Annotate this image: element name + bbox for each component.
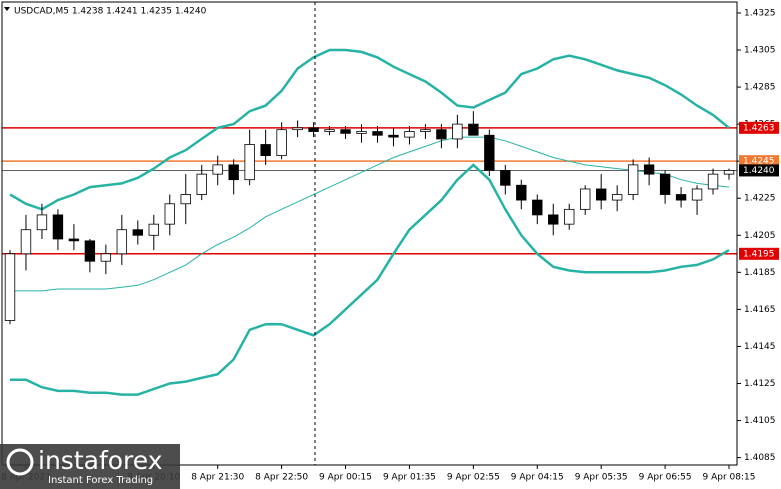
level-label-box [739, 164, 779, 177]
candle-body [116, 229, 128, 255]
y-tick-label: 1.4125 [744, 379, 776, 389]
moving-average [10, 136, 730, 292]
y-tick-label: 1.4105 [744, 416, 776, 426]
candle-body [516, 184, 527, 201]
y-tick-label: 1.4185 [744, 268, 776, 278]
lower-band [10, 163, 730, 396]
candle-body [340, 129, 351, 134]
candle-body [627, 164, 639, 195]
candle-body [164, 203, 175, 225]
x-tick-label: 9 Apr 08:15 [703, 473, 756, 483]
watermark: instaforex Instant Forex Trading [0, 444, 180, 489]
candle-body [260, 144, 271, 157]
x-tick-label: 9 Apr 05:35 [575, 473, 628, 483]
chart-title: USDCAD,M5 1.4238 1.4241 1.4235 1.4240 [14, 7, 207, 17]
x-tick-label: 9 Apr 04:15 [511, 473, 564, 483]
x-tick-label: 8 Apr 21:30 [191, 473, 244, 483]
candle-body [324, 129, 335, 132]
x-tick-label: 9 Apr 00:15 [319, 473, 372, 483]
candle-body [675, 194, 687, 201]
candle-body [20, 229, 32, 255]
candle-body [691, 188, 703, 201]
y-tick-label: 1.4305 [744, 46, 776, 56]
plot-frame [1, 1, 738, 466]
y-tick-label: 1.4165 [744, 305, 776, 315]
candle-body [643, 164, 655, 175]
candle-body [52, 214, 64, 240]
candle-body [723, 170, 735, 175]
candle-body [595, 188, 607, 201]
candle-body [84, 240, 96, 262]
watermark-tagline: Instant Forex Trading [48, 475, 153, 486]
level-label: 1.4195 [743, 249, 775, 259]
level-label-box [739, 121, 779, 134]
candle-body [564, 208, 575, 225]
candle-body [388, 134, 399, 138]
candle-body [356, 131, 367, 134]
plot-area [2, 48, 737, 396]
candle-body [132, 229, 144, 236]
candle-body [212, 164, 223, 175]
candle-body [484, 134, 495, 171]
level-label: 1.4240 [743, 166, 775, 176]
candle-body [404, 131, 415, 138]
watermark-brand: instaforex [38, 446, 163, 475]
candle-body [308, 127, 319, 132]
candle-body [100, 253, 112, 262]
candle-body [611, 194, 623, 201]
candle-body [420, 129, 431, 132]
candle-body [36, 214, 48, 231]
candle-body [532, 199, 543, 216]
y-tick-label: 1.4205 [744, 231, 776, 241]
candle-body [228, 164, 239, 181]
x-tick-label: 9 Apr 06:55 [639, 473, 692, 483]
candle-body [180, 194, 191, 205]
upper-band [9, 48, 730, 211]
candle-body [468, 123, 479, 136]
watermark-logo [6, 448, 34, 476]
level-label-box [739, 247, 779, 260]
title-arrow [4, 7, 10, 11]
y-tick-label: 1.4225 [744, 194, 776, 204]
y-tick-label: 1.4325 [744, 8, 776, 18]
candle-body [148, 223, 159, 236]
candle-body [436, 129, 447, 140]
candle-body [196, 173, 207, 195]
y-tick-label: 1.4085 [744, 453, 776, 463]
level-label: 1.4245 [743, 157, 775, 167]
candle-body [4, 253, 16, 321]
y-tick-label: 1.4145 [744, 342, 776, 352]
candle-body [548, 214, 559, 225]
level-label-box [739, 155, 779, 168]
candle-body [452, 123, 463, 140]
candle-body [580, 188, 591, 210]
candle-body [707, 173, 719, 190]
candle-body [292, 127, 303, 131]
candle-body [276, 129, 287, 157]
candle-body [244, 144, 255, 181]
x-tick-label: 9 Apr 02:55 [447, 473, 500, 483]
level-label: 1.4263 [743, 123, 775, 133]
candle-body [68, 238, 80, 242]
x-tick-label: 8 Apr 22:50 [255, 473, 308, 483]
candle-body [372, 131, 383, 136]
x-tick-label: 9 Apr 01:35 [383, 473, 436, 483]
candle-body [500, 170, 511, 186]
candle-body [659, 173, 671, 195]
y-tick-label: 1.4285 [744, 83, 776, 93]
